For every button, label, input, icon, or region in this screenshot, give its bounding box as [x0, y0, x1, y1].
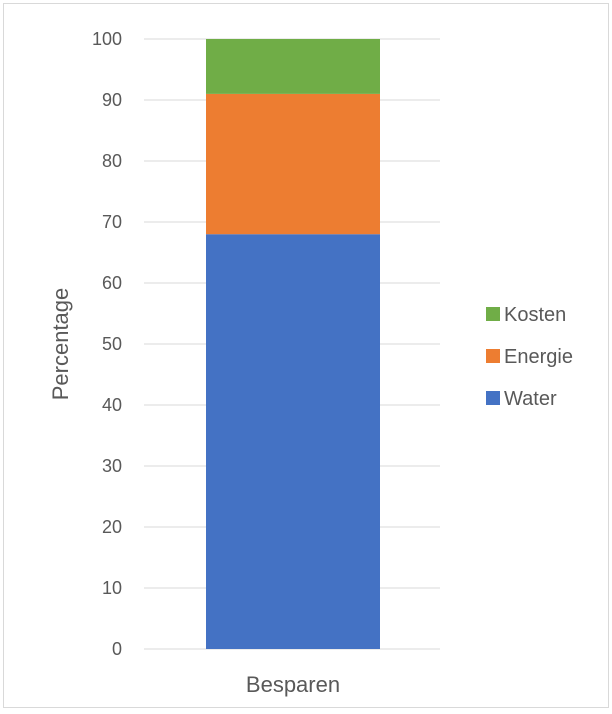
y-tick-label: 40 [102, 395, 122, 415]
y-axis-ticks: 0 10 20 30 40 50 60 70 80 90 100 [92, 29, 122, 659]
x-category-label: Besparen [246, 672, 340, 697]
y-tick-label: 30 [102, 456, 122, 476]
legend-label-energie: Energie [504, 346, 573, 368]
legend-label-kosten: Kosten [504, 304, 566, 326]
legend-swatch-energie [486, 349, 500, 363]
legend: Kosten Energie Water [486, 304, 573, 410]
bar-segment-water [206, 234, 380, 649]
legend-swatch-water [486, 391, 500, 405]
y-tick-label: 90 [102, 90, 122, 110]
legend-label-water: Water [504, 388, 557, 410]
y-tick-label: 50 [102, 334, 122, 354]
bar-segment-kosten [206, 39, 380, 94]
y-tick-label: 70 [102, 212, 122, 232]
y-tick-label: 60 [102, 273, 122, 293]
stacked-bar-chart: 0 10 20 30 40 50 60 70 80 90 100 Besparen Percenta… [48, 29, 573, 697]
y-tick-label: 80 [102, 151, 122, 171]
legend-swatch-kosten [486, 307, 500, 321]
chart-container: 0 10 20 30 40 50 60 70 80 90 100 Besparen Percenta… [3, 3, 609, 708]
bars [206, 39, 380, 649]
y-tick-label: 100 [92, 29, 122, 49]
y-tick-label: 10 [102, 578, 122, 598]
y-tick-label: 20 [102, 517, 122, 537]
x-axis-categories: Besparen [246, 672, 340, 697]
bar-segment-energie [206, 93, 380, 235]
y-tick-label: 0 [112, 639, 122, 659]
y-axis-title: Percentage [48, 288, 73, 401]
